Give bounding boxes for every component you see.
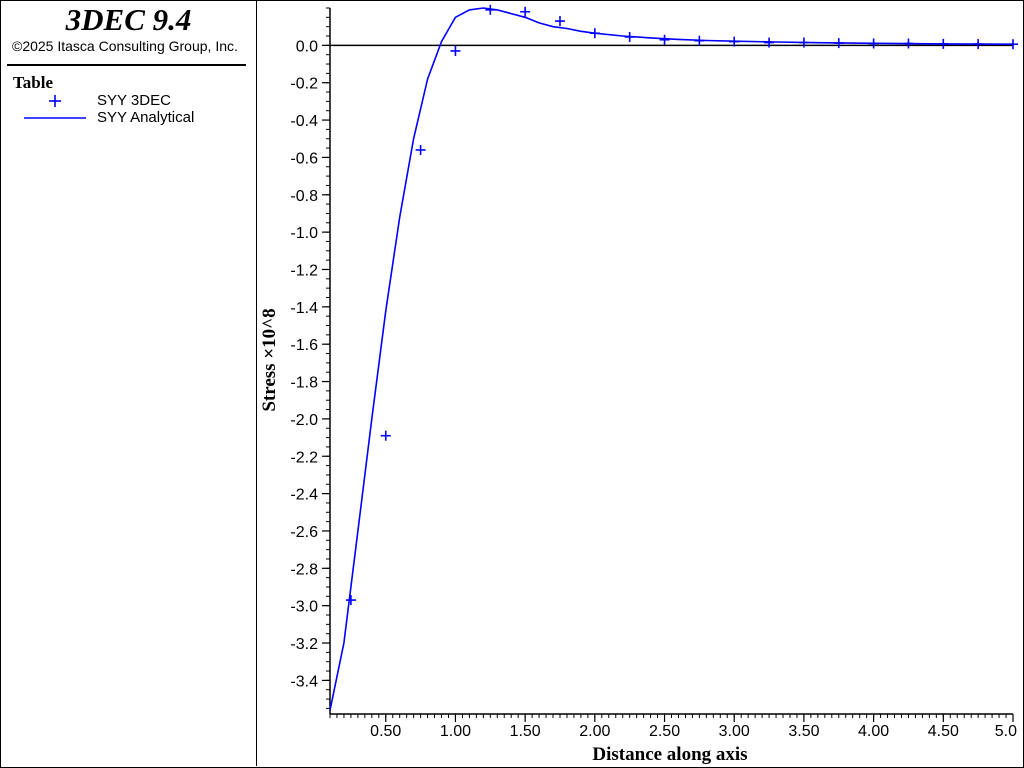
y-tick-label: -1.6 [290, 337, 318, 354]
legend-label: SYY Analytical [97, 109, 195, 126]
y-tick-label: -2.4 [290, 487, 318, 504]
data-point-syy-3dec [554, 16, 565, 27]
y-tick-label: 0.0 [296, 38, 318, 55]
legend-panel: 3DEC 9.4 ©2025 Itasca Consulting Group, … [1, 1, 257, 766]
legend-heading: Table [13, 73, 54, 92]
y-tick-label: -3.4 [290, 673, 318, 690]
data-point-syy-3dec [450, 45, 461, 56]
x-tick-label: 5.0 [995, 723, 1017, 740]
x-axis-title: Distance along axis [592, 744, 747, 765]
y-tick-label: -0.4 [290, 113, 318, 130]
x-tick-label: 1.50 [510, 723, 541, 740]
x-tick-label: 3.00 [719, 723, 750, 740]
x-tick-label: 3.50 [788, 723, 819, 740]
data-point-syy-3dec [659, 34, 670, 45]
y-tick-label: -1.2 [290, 262, 318, 279]
plus-marker-icon [49, 95, 61, 107]
y-tick-label: -0.6 [290, 150, 318, 167]
y-tick-label: -1.8 [290, 375, 318, 392]
x-tick-label: 4.00 [858, 723, 889, 740]
data-point-syy-3dec [520, 6, 531, 17]
y-tick-label: -2.6 [290, 524, 318, 541]
y-tick-label: -2.2 [290, 449, 318, 466]
y-tick-label: -1.4 [290, 300, 318, 317]
y-axis-title: Stress ×10^8 [259, 308, 280, 411]
y-tick-label: -0.2 [290, 76, 318, 93]
x-tick-label: 2.00 [579, 723, 610, 740]
y-tick-label: -2.8 [290, 561, 318, 578]
series-layer [329, 4, 1018, 711]
y-tick-label: -2.0 [290, 412, 318, 429]
y-tick-label: -1.0 [290, 225, 318, 242]
x-tick-label: 1.00 [440, 723, 471, 740]
data-point-syy-3dec [380, 430, 391, 441]
x-tick-label: 4.50 [928, 723, 959, 740]
x-tick-label: 2.50 [649, 723, 680, 740]
legend-item-syy-analytical: SYY Analytical [1, 109, 251, 127]
series-line-syy-analytical [329, 7, 1014, 711]
copyright-text: ©2025 Itasca Consulting Group, Inc. [12, 38, 238, 54]
legend-label: SYY 3DEC [97, 92, 171, 109]
data-point-syy-3dec [345, 595, 356, 606]
app-title: 3DEC 9.4 [65, 2, 192, 37]
title-divider [7, 64, 246, 66]
y-tick-label: -0.8 [290, 188, 318, 205]
y-tick-label: -3.2 [290, 636, 318, 653]
x-tick-label: 0.50 [370, 723, 401, 740]
axes: 0.0 -0.2 -0.4 -0.6 -0.8 -1.0 -1.2 -1.4 -1.6 -1.8 -… [290, 7, 1017, 740]
data-point-syy-3dec [415, 144, 426, 155]
y-tick-label: -3.0 [290, 599, 318, 616]
legend-item-syy-3dec: SYY 3DEC [1, 92, 251, 110]
line-marker-icon [24, 117, 86, 119]
